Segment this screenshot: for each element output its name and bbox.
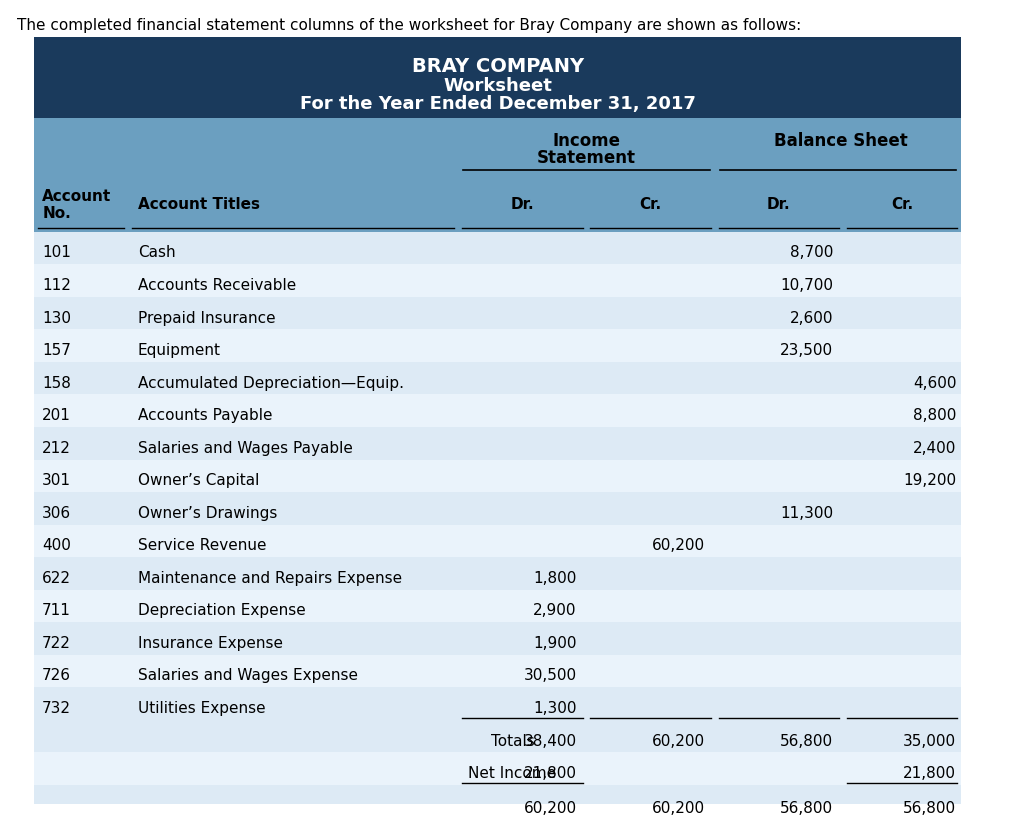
Text: Accounts Receivable: Accounts Receivable	[138, 278, 296, 293]
Text: The completed financial statement columns of the worksheet for Bray Company are : The completed financial statement column…	[16, 18, 801, 33]
Bar	[34, 231, 962, 264]
Text: 21,800: 21,800	[903, 766, 956, 781]
Text: 101: 101	[42, 245, 71, 261]
Text: Depreciation Expense: Depreciation Expense	[138, 603, 305, 619]
Text: Equipment: Equipment	[138, 343, 221, 358]
Bar	[34, 394, 962, 427]
Text: 130: 130	[42, 311, 72, 325]
Text: 1,300: 1,300	[534, 701, 577, 716]
Text: 60,200: 60,200	[523, 801, 577, 815]
Text: 35,000: 35,000	[903, 734, 956, 748]
Text: Insurance Expense: Insurance Expense	[138, 636, 283, 651]
Text: 10,700: 10,700	[780, 278, 833, 293]
Text: 622: 622	[42, 570, 72, 586]
Bar	[34, 492, 962, 525]
Text: 8,700: 8,700	[790, 245, 833, 261]
Bar	[34, 590, 962, 622]
Text: 56,800: 56,800	[780, 801, 833, 815]
Text: Account Titles: Account Titles	[138, 197, 260, 212]
Text: 2,400: 2,400	[912, 441, 956, 456]
Text: 201: 201	[42, 408, 71, 423]
Text: Account: Account	[42, 189, 112, 205]
Text: 60,200: 60,200	[651, 538, 705, 553]
Text: 212: 212	[42, 441, 71, 456]
Text: 112: 112	[42, 278, 71, 293]
Text: For the Year Ended December 31, 2017: For the Year Ended December 31, 2017	[300, 95, 695, 112]
Bar	[34, 460, 962, 492]
Text: 157: 157	[42, 343, 71, 358]
Text: 2,900: 2,900	[534, 603, 577, 619]
Text: Cr.: Cr.	[640, 197, 662, 212]
Text: Worksheet: Worksheet	[443, 77, 552, 95]
Text: 732: 732	[42, 701, 72, 716]
Text: 711: 711	[42, 603, 71, 619]
Text: Cr.: Cr.	[891, 197, 913, 212]
Bar	[34, 752, 962, 785]
Bar	[34, 427, 962, 460]
Text: 56,800: 56,800	[780, 734, 833, 748]
Bar	[34, 264, 962, 297]
Text: 1,800: 1,800	[534, 570, 577, 586]
Bar	[34, 525, 962, 557]
Bar	[34, 785, 962, 815]
Bar	[34, 654, 962, 687]
Bar	[34, 720, 962, 752]
Bar	[34, 118, 962, 178]
Text: Service Revenue: Service Revenue	[138, 538, 266, 553]
Text: Statement: Statement	[537, 149, 636, 167]
Text: Utilities Expense: Utilities Expense	[138, 701, 265, 716]
Text: Accumulated Depreciation—Equip.: Accumulated Depreciation—Equip.	[138, 376, 403, 390]
Text: Dr.: Dr.	[767, 197, 791, 212]
Text: Prepaid Insurance: Prepaid Insurance	[138, 311, 275, 325]
Text: Income: Income	[553, 132, 621, 150]
Bar	[34, 362, 962, 394]
Text: 8,800: 8,800	[912, 408, 956, 423]
Text: 11,300: 11,300	[780, 506, 833, 521]
Bar	[34, 557, 962, 590]
Text: 19,200: 19,200	[903, 474, 956, 488]
Text: Totals: Totals	[490, 734, 535, 748]
Text: Accounts Payable: Accounts Payable	[138, 408, 272, 423]
Bar	[34, 687, 962, 720]
Text: Cash: Cash	[138, 245, 175, 261]
Text: Owner’s Capital: Owner’s Capital	[138, 474, 259, 488]
Bar	[34, 37, 962, 118]
Text: 400: 400	[42, 538, 71, 553]
Text: Net Income: Net Income	[468, 766, 557, 781]
Text: 21,800: 21,800	[523, 766, 577, 781]
Text: Owner’s Drawings: Owner’s Drawings	[138, 506, 278, 521]
Text: 306: 306	[42, 506, 72, 521]
Text: 726: 726	[42, 668, 72, 684]
Text: 56,800: 56,800	[903, 801, 956, 815]
Text: 60,200: 60,200	[651, 801, 705, 815]
Text: Salaries and Wages Expense: Salaries and Wages Expense	[138, 668, 357, 684]
Text: 23,500: 23,500	[780, 343, 833, 358]
Bar	[34, 329, 962, 362]
Text: 30,500: 30,500	[523, 668, 577, 684]
Text: 4,600: 4,600	[912, 376, 956, 390]
Bar	[34, 622, 962, 654]
Bar	[34, 178, 962, 231]
Text: Dr.: Dr.	[511, 197, 535, 212]
Text: 60,200: 60,200	[651, 734, 705, 748]
Text: 158: 158	[42, 376, 71, 390]
Text: 1,900: 1,900	[534, 636, 577, 651]
Text: 301: 301	[42, 474, 72, 488]
Text: Maintenance and Repairs Expense: Maintenance and Repairs Expense	[138, 570, 402, 586]
Text: 722: 722	[42, 636, 71, 651]
Text: Balance Sheet: Balance Sheet	[773, 132, 907, 150]
Text: No.: No.	[42, 206, 71, 221]
Text: Salaries and Wages Payable: Salaries and Wages Payable	[138, 441, 352, 456]
Text: 38,400: 38,400	[523, 734, 577, 748]
Text: BRAY COMPANY: BRAY COMPANY	[412, 57, 584, 76]
Bar	[34, 297, 962, 329]
Text: 2,600: 2,600	[790, 311, 833, 325]
